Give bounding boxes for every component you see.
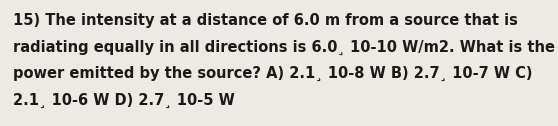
Text: 2.1¸ 10-6 W D) 2.7¸ 10-5 W: 2.1¸ 10-6 W D) 2.7¸ 10-5 W — [13, 92, 235, 108]
Text: power emitted by the source? A) 2.1¸ 10-8 W B) 2.7¸ 10-7 W C): power emitted by the source? A) 2.1¸ 10-… — [13, 66, 532, 81]
Text: 15) The intensity at a distance of 6.0 m from a source that is: 15) The intensity at a distance of 6.0 m… — [13, 13, 518, 28]
Text: radiating equally in all directions is 6.0¸ 10-10 W/m2. What is the: radiating equally in all directions is 6… — [13, 39, 555, 55]
